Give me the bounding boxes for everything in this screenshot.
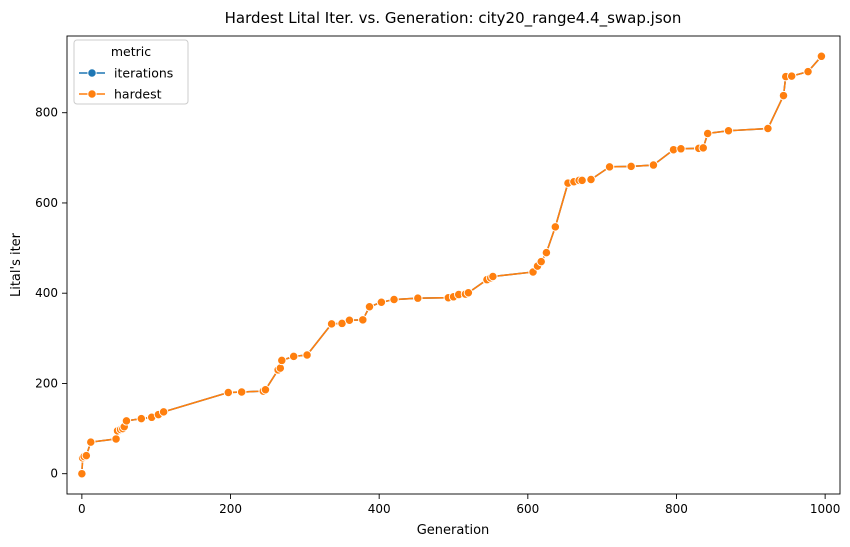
y-tick-label: 0 xyxy=(50,467,58,481)
x-tick-label: 600 xyxy=(516,502,539,516)
data-point-hardest xyxy=(389,294,399,305)
legend-title: metric xyxy=(111,44,151,59)
data-point-hardest xyxy=(604,162,615,172)
data-point-hardest xyxy=(358,315,368,325)
data-point-hardest xyxy=(81,450,91,461)
data-point-hardest xyxy=(787,71,797,81)
data-point-hardest xyxy=(541,247,552,258)
data-point-hardest xyxy=(223,387,233,398)
data-point-hardest xyxy=(698,143,708,153)
x-tick-label: 200 xyxy=(219,502,242,516)
plot-frame xyxy=(66,35,841,495)
x-tick-label: 800 xyxy=(665,502,688,516)
x-tick-label: 1000 xyxy=(810,502,841,516)
chart-title: Hardest Lital Iter. vs. Generation: city… xyxy=(225,9,682,28)
data-point-hardest xyxy=(326,319,337,329)
data-point-hardest xyxy=(803,66,813,77)
data-point-hardest xyxy=(723,126,734,136)
legend-entries: iterations hardest xyxy=(79,66,173,102)
data-point-hardest xyxy=(237,387,247,397)
x-axis: 0 200 400 600 800 1000 xyxy=(78,494,840,516)
data-point-hardest xyxy=(816,51,827,61)
data-point-hardest xyxy=(463,288,474,298)
data-point-hardest xyxy=(302,350,312,360)
x-tick-label: 400 xyxy=(368,502,391,516)
data-point-hardest xyxy=(158,407,169,417)
data-point-hardest xyxy=(536,256,546,267)
y-tick-label: 800 xyxy=(35,106,58,120)
y-axis: 0 200 400 600 800 xyxy=(35,106,67,481)
data-point-hardest xyxy=(260,385,271,395)
data-point-hardest xyxy=(86,437,96,447)
data-point-hardest xyxy=(111,434,121,444)
y-tick-label: 200 xyxy=(35,376,58,390)
data-point-hardest xyxy=(121,416,132,426)
data-point-hardest xyxy=(413,293,423,303)
y-tick-label: 600 xyxy=(35,196,58,210)
data-point-hardest xyxy=(275,363,285,373)
data-point-hardest xyxy=(136,413,146,424)
data-point-hardest xyxy=(488,271,498,282)
data-point-hardest xyxy=(703,128,713,139)
x-tick-label: 0 xyxy=(78,502,86,516)
data-point-hardest xyxy=(586,174,596,185)
data-point-hardest xyxy=(277,355,287,366)
data-point-hardest xyxy=(778,90,789,101)
data-point-hardest xyxy=(648,160,659,170)
legend-swatch-marker xyxy=(87,68,97,78)
series-markers xyxy=(77,51,827,479)
x-axis-label: Generation xyxy=(417,523,490,538)
data-point-hardest xyxy=(550,222,560,232)
data-point-hardest xyxy=(676,144,686,154)
data-point-hardest xyxy=(364,302,375,312)
legend-label: hardest xyxy=(114,87,162,102)
legend-label: iterations xyxy=(114,66,173,81)
data-point-hardest xyxy=(289,351,299,362)
data-point-hardest xyxy=(344,315,355,325)
data-point-hardest xyxy=(626,161,636,172)
legend-swatch-marker xyxy=(87,89,97,99)
legend: metric iterations hardest xyxy=(73,39,189,105)
data-point-hardest xyxy=(577,175,587,186)
data-point-hardest xyxy=(77,469,87,479)
data-point-hardest xyxy=(763,123,773,134)
legend-box xyxy=(73,39,189,105)
y-tick-label: 400 xyxy=(35,286,58,300)
y-axis-label: Lital's iter xyxy=(9,232,24,297)
data-point-hardest xyxy=(376,297,387,307)
